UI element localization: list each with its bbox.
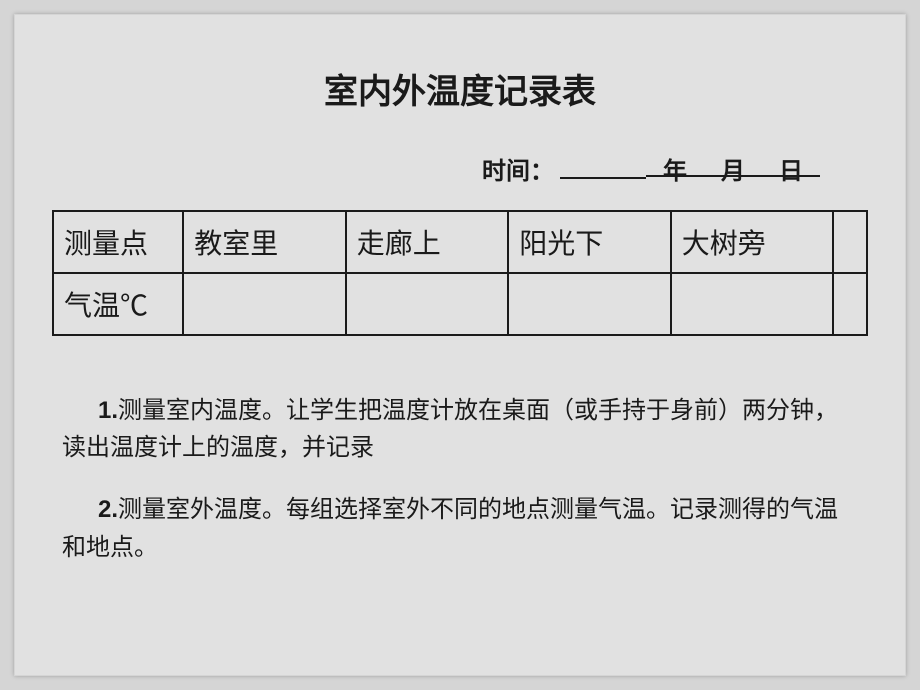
- year-blank: [560, 153, 646, 179]
- table-cell: [346, 273, 509, 335]
- table-cell: [671, 273, 834, 335]
- item-text: 测量室外温度。每组选择室外不同的地点测量气温。记录测得的气温和地点。: [62, 497, 838, 560]
- row-header: 测量点: [53, 211, 183, 273]
- date-line: 时间： 年月日: [52, 151, 868, 186]
- table-cell: [183, 273, 346, 335]
- document-page: 室内外温度记录表 时间：年月日 测量点 教室里 走廊上 阳光下 大树旁 气温℃ …: [14, 14, 906, 676]
- row-header: 气温℃: [53, 273, 183, 335]
- table-cell: [833, 211, 867, 273]
- table-cell: [833, 273, 867, 335]
- table-row: 气温℃: [53, 273, 867, 335]
- page-title: 室内外温度记录表: [52, 64, 868, 113]
- day-unit: 日: [762, 151, 820, 177]
- table-row: 测量点 教室里 走廊上 阳光下 大树旁: [53, 211, 867, 273]
- table-cell: [508, 273, 671, 335]
- year-unit: 年: [646, 151, 704, 177]
- item-number: 1.: [98, 397, 118, 424]
- date-label: 时间：: [482, 159, 554, 185]
- item-number: 2.: [98, 496, 118, 523]
- instructions-block: 1.测量室内温度。让学生把温度计放在桌面（或手持于身前）两分钟，读出温度计上的温…: [52, 392, 868, 567]
- table-cell: 阳光下: [508, 211, 671, 273]
- table-cell: 走廊上: [346, 211, 509, 273]
- month-unit: 月: [704, 151, 762, 177]
- table-cell: 大树旁: [671, 211, 834, 273]
- record-table: 测量点 教室里 走廊上 阳光下 大树旁 气温℃: [52, 210, 868, 336]
- item-text: 测量室内温度。让学生把温度计放在桌面（或手持于身前）两分钟，读出温度计上的温度，…: [62, 398, 838, 461]
- instruction-item: 2.测量室外温度。每组选择室外不同的地点测量气温。记录测得的气温和地点。: [62, 491, 858, 566]
- instruction-item: 1.测量室内温度。让学生把温度计放在桌面（或手持于身前）两分钟，读出温度计上的温…: [62, 392, 858, 467]
- table-cell: 教室里: [183, 211, 346, 273]
